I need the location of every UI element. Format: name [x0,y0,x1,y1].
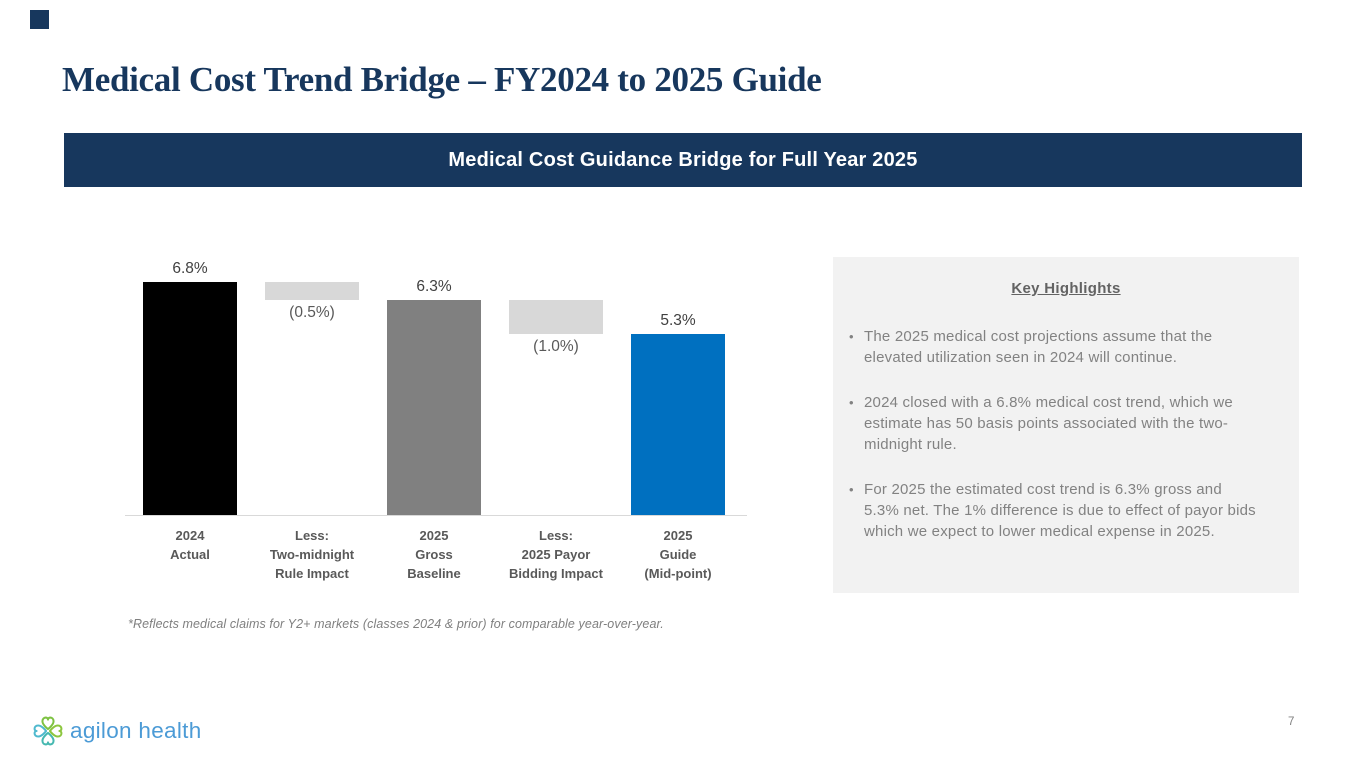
bar-value-label: 5.3% [660,311,696,329]
bullet-text: For 2025 the estimated cost trend is 6.3… [864,481,1256,540]
chart-footnote: *Reflects medical claims for Y2+ markets… [128,617,664,631]
bullet-icon: • [849,329,854,344]
key-highlights-title: Key Highlights [1011,280,1121,297]
clover-icon [33,716,63,746]
list-item: • For 2025 the estimated cost trend is 6… [849,479,1299,542]
bar-category-label: 2025 Gross Baseline [407,528,461,581]
bar-value-label: (0.5%) [289,303,335,321]
corner-accent-square [30,10,49,29]
bullet-text: 2024 closed with a 6.8% medical cost tre… [864,394,1233,453]
bar-category-label: 2024 Actual [170,528,210,562]
chart-title-banner: Medical Cost Guidance Bridge for Full Ye… [64,133,1302,187]
list-item: • 2024 closed with a 6.8% medical cost t… [849,392,1299,455]
bar-category-label: Less: Two-midnight Rule Impact [269,528,355,581]
bar-value-label: 6.3% [416,277,452,295]
chart-bar [631,333,725,515]
bar-category-label: 2025 Guide (Mid-point) [644,528,712,581]
page-title: Medical Cost Trend Bridge – FY2024 to 20… [62,60,822,99]
page-number: 7 [1288,716,1295,728]
logo-wordmark: agilon health [70,718,202,743]
x-axis-line [125,515,747,516]
agilon-health-logo: agilon health [32,714,202,748]
key-highlights-panel: Key Highlights • The 2025 medical cost p… [833,257,1299,593]
list-item: • The 2025 medical cost projections assu… [849,326,1299,368]
chart-bar [509,299,603,334]
bar-value-label: (1.0%) [533,337,579,355]
chart-bar [143,282,237,515]
key-highlights-list: • The 2025 medical cost projections assu… [833,326,1299,542]
chart-bar [265,282,359,300]
waterfall-chart: 6.8% 2024 Actual (0.5%) Less: Two-midnight … [125,250,757,595]
bullet-icon: • [849,482,854,497]
chart-title: Medical Cost Guidance Bridge for Full Ye… [448,148,918,171]
bullet-icon: • [849,395,854,410]
bar-category-label: Less: 2025 Payor Bidding Impact [509,528,603,581]
bar-value-label: 6.8% [172,260,208,278]
chart-bar [387,299,481,515]
bullet-text: The 2025 medical cost projections assume… [864,328,1213,366]
